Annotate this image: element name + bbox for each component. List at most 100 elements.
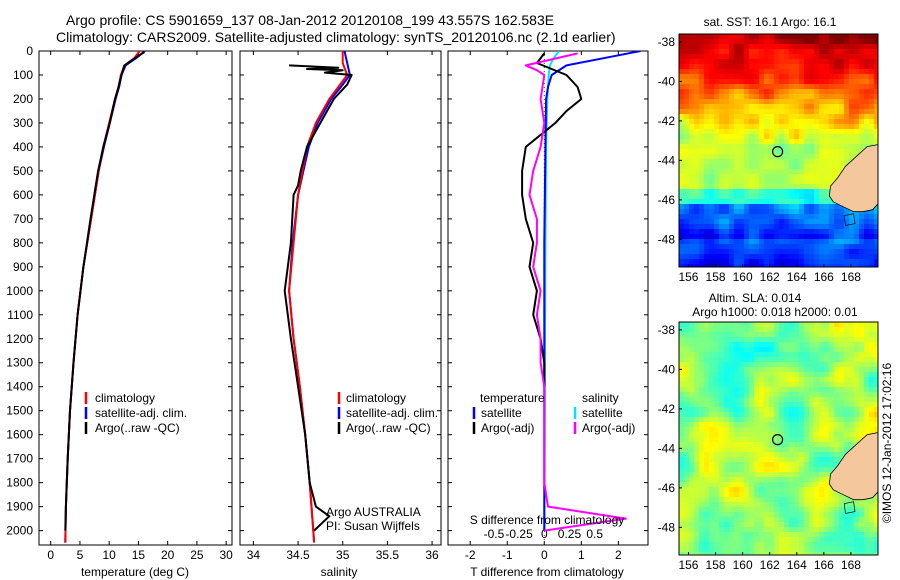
map-cell <box>719 452 725 458</box>
map-cell <box>799 214 805 220</box>
map-cell <box>764 392 770 398</box>
map-cell <box>814 74 820 80</box>
map-cell <box>739 392 745 398</box>
map-cell <box>864 377 870 383</box>
map-cell <box>784 154 790 160</box>
map-cell <box>814 89 820 95</box>
map-cell <box>754 229 760 235</box>
map-cell <box>834 94 840 100</box>
y-tick-label: -44 <box>658 441 676 455</box>
map-cell <box>734 412 740 418</box>
map-cell <box>724 104 730 110</box>
map-cell <box>794 179 800 185</box>
map-cell <box>869 79 875 85</box>
map-cell <box>859 104 865 110</box>
map-cell <box>784 84 790 90</box>
map-cell <box>764 209 770 215</box>
map-cell <box>854 64 860 70</box>
map-cell <box>874 537 878 543</box>
map-cell <box>704 144 710 150</box>
map-cell <box>724 89 730 95</box>
map-cell <box>819 264 825 267</box>
map-cell <box>874 104 878 110</box>
map-cell <box>684 139 690 145</box>
map-cell <box>679 417 685 423</box>
map-cell <box>749 74 755 80</box>
map-cell <box>824 432 830 438</box>
map-cell <box>774 412 780 418</box>
map-cell <box>864 537 870 543</box>
map-cell <box>689 69 695 75</box>
map-cell <box>859 417 865 423</box>
map-cell <box>734 432 740 438</box>
map-cell <box>834 397 840 403</box>
map-cell <box>844 139 850 145</box>
map-cell <box>749 357 755 363</box>
map-cell <box>839 532 845 538</box>
map-cell <box>809 79 815 85</box>
map-cell <box>734 129 740 135</box>
map-cell <box>819 194 825 200</box>
map-cell <box>864 397 870 403</box>
map-cell <box>784 159 790 165</box>
map-cell <box>749 109 755 115</box>
map-cell <box>839 129 845 135</box>
x-tick-label: 162 <box>760 270 780 284</box>
map-cell <box>874 254 878 260</box>
map-cell <box>724 34 730 40</box>
map-cell <box>804 522 810 528</box>
map-cell <box>734 532 740 538</box>
map-cell <box>774 224 780 230</box>
map-cell <box>789 224 795 230</box>
map-cell <box>789 362 795 368</box>
map-cell <box>839 139 845 145</box>
map-cell <box>794 184 800 190</box>
map-cell <box>789 54 795 60</box>
map-cell <box>684 542 690 548</box>
map-cell <box>689 507 695 513</box>
map-cell <box>719 254 725 260</box>
map-cell <box>709 234 715 240</box>
y-tick-label: 1100 <box>7 308 33 322</box>
map-cell <box>724 367 730 373</box>
secondary-x-tick-label: -0.5 <box>484 527 505 541</box>
map-cell <box>679 482 685 488</box>
map-cell <box>774 89 780 95</box>
map-cell <box>754 352 760 358</box>
map-cell <box>709 249 715 255</box>
map-cell <box>809 537 815 543</box>
map-cell <box>784 477 790 483</box>
map-cell <box>714 104 720 110</box>
map-cell <box>739 362 745 368</box>
map-cell <box>809 134 815 140</box>
map-cell <box>839 149 845 155</box>
map-cell <box>694 407 700 413</box>
map-cell <box>804 79 810 85</box>
map-cell <box>859 542 865 548</box>
map-cell <box>739 542 745 548</box>
map-cell <box>689 124 695 130</box>
map-cell <box>839 154 845 160</box>
map-cell <box>744 442 750 448</box>
map-cell <box>764 402 770 408</box>
y-tick-label: -48 <box>658 520 676 534</box>
map-cell <box>719 124 725 130</box>
map-cell <box>844 517 850 523</box>
map-cell <box>799 482 805 488</box>
map-cell <box>844 342 850 348</box>
map-cell <box>819 527 825 533</box>
map-cell <box>744 457 750 463</box>
map-cell <box>849 357 855 363</box>
map-cell <box>769 94 775 100</box>
map-cell <box>694 467 700 473</box>
map-cell <box>839 89 845 95</box>
map-cell <box>764 229 770 235</box>
map-cell <box>824 507 830 513</box>
map-cell <box>739 322 745 328</box>
map-cell <box>849 422 855 428</box>
map-cell <box>754 347 760 353</box>
map-cell <box>789 322 795 328</box>
map-cell <box>864 552 870 555</box>
map-cell <box>814 44 820 50</box>
map-cell <box>729 119 735 125</box>
